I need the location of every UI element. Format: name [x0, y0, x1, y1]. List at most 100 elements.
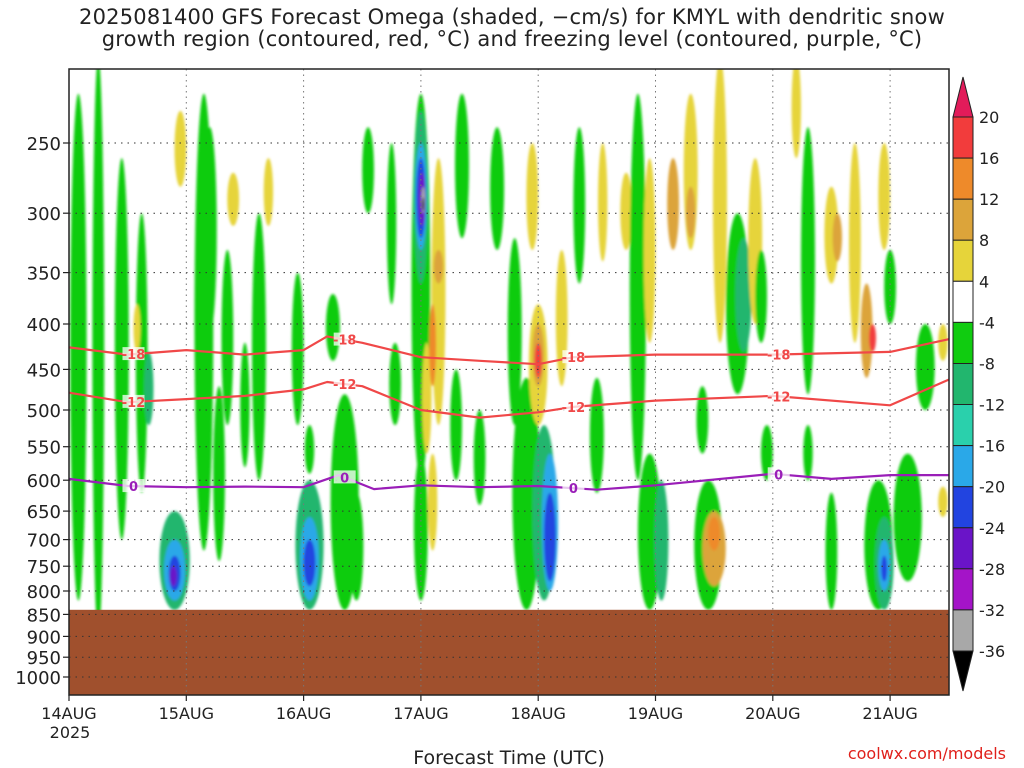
x-tick-label: 17AUG: [393, 704, 448, 723]
credit-text: coolwx.com/models: [847, 744, 1006, 763]
colorbar-tick-label: -32: [979, 601, 1005, 620]
omega-cell: [643, 158, 656, 343]
omega-cell: [686, 186, 696, 239]
x-tick-label: 16AUG: [276, 704, 331, 723]
omega-cell: [938, 486, 948, 517]
colorbar-bin: [952, 486, 974, 529]
omega-cell: [240, 342, 250, 468]
omega-cell: [589, 377, 604, 493]
contour--12: [68, 378, 950, 419]
contour-label: -12: [767, 390, 791, 405]
omega-cell: [708, 516, 720, 551]
contour-label: -18: [562, 351, 586, 366]
colorbar: 20 16 12 8 4 -4 -8 -12 -16 -20 -24 -28 -32 -36: [952, 76, 1005, 692]
colorbar-tick-label: -36: [979, 642, 1005, 661]
omega-cell: [534, 342, 542, 378]
omega-cell: [325, 294, 340, 361]
contour-label: -12: [333, 378, 357, 393]
contour-label: 0: [569, 482, 578, 497]
colorbar-bin: [952, 568, 974, 611]
contour-label: -18: [333, 334, 357, 349]
omega-cell: [144, 351, 154, 426]
contour-label-bg: [562, 350, 585, 364]
chart-title-line-2: growth region (contoured, red, °C) and f…: [101, 27, 923, 51]
omega-cell: [413, 453, 428, 601]
x-tick-label: 21AUG: [862, 704, 917, 723]
contour-label: -18: [767, 348, 791, 363]
contour-label: -12: [122, 396, 146, 411]
omega-cell: [801, 127, 815, 395]
omega-cell: [389, 342, 401, 426]
omega-cell: [473, 410, 486, 505]
shading-layer: [70, 69, 948, 637]
terrain-rect: [69, 609, 949, 695]
omega-cell: [915, 324, 935, 410]
omega-cell: [791, 69, 801, 159]
colorbar-tick-label: 8: [979, 231, 989, 250]
y-tick-label: 900: [27, 627, 61, 648]
omega-cell: [696, 386, 709, 454]
contour-label: 0: [129, 480, 138, 495]
omega-cell: [252, 213, 266, 481]
colorbar-bin: [952, 321, 974, 364]
omega-cell: [881, 555, 888, 582]
omega-cell: [526, 143, 539, 250]
omega-cell: [654, 480, 669, 601]
contour-label: 0: [774, 468, 783, 483]
colorbar-bin: [952, 239, 974, 282]
omega-cell: [878, 143, 891, 250]
colorbar-bin: [952, 363, 974, 406]
omega-cell: [169, 566, 177, 587]
colorbar-tick-label: -20: [979, 478, 1005, 497]
omega-cell: [114, 158, 129, 540]
omega-cell: [490, 127, 505, 250]
y-tick-label: 550: [27, 438, 61, 459]
omega-cell: [202, 127, 217, 334]
omega-cell: [304, 425, 315, 474]
colorbar-top-arrow: [952, 76, 974, 118]
colorbar-bin: [952, 609, 974, 652]
contour-label-bg: [333, 377, 356, 391]
omega-shading: [70, 69, 948, 637]
y-tick-label: 950: [27, 648, 61, 669]
colorbar-tick-label: -12: [979, 396, 1005, 415]
y-tick-label: 250: [27, 134, 61, 155]
plot-frame: [68, 68, 950, 696]
omega-cell: [713, 69, 727, 343]
omega-cell: [849, 143, 861, 343]
contour-label-bg: [122, 479, 145, 493]
contour-label-bg: [767, 347, 790, 361]
omega-cell: [544, 492, 556, 582]
colorbar-tick-label: -24: [979, 519, 1005, 538]
colorbar-bin: [952, 280, 974, 323]
colorbar-bin: [952, 404, 974, 447]
omega-cell: [422, 342, 432, 454]
omega-cell: [227, 172, 240, 226]
colorbar-bin: [952, 445, 974, 488]
y-tick-label: 300: [27, 204, 61, 225]
omega-cell: [761, 425, 773, 481]
x-axis-year-label: 2025: [50, 723, 91, 742]
y-tick-label: 500: [27, 401, 61, 422]
contour-label-bg: [562, 481, 585, 495]
y-tick-label: 350: [27, 264, 61, 285]
colorbar-tick-label: -8: [979, 355, 995, 374]
omega-cell: [431, 158, 446, 426]
x-tick-label: 15AUG: [159, 704, 214, 723]
y-tick-label: 700: [27, 531, 61, 552]
colorbar-tick-label: 16: [979, 149, 999, 168]
contour-label: 0: [340, 471, 349, 486]
contour-label-bg: [122, 394, 145, 408]
omega-cell: [455, 93, 469, 239]
contour-label-bg: [767, 467, 790, 481]
colorbar-bin: [952, 527, 974, 570]
omega-cell: [386, 143, 397, 305]
y-tick-label: 450: [27, 360, 61, 381]
omega-cell: [213, 386, 226, 561]
y-tick-label: 400: [27, 315, 61, 336]
x-tick-label: 18AUG: [510, 704, 565, 723]
y-tick-label: 850: [27, 605, 61, 626]
y-tick-label: 800: [27, 582, 61, 603]
omega-cell: [755, 250, 767, 343]
omega-cell: [573, 127, 586, 284]
